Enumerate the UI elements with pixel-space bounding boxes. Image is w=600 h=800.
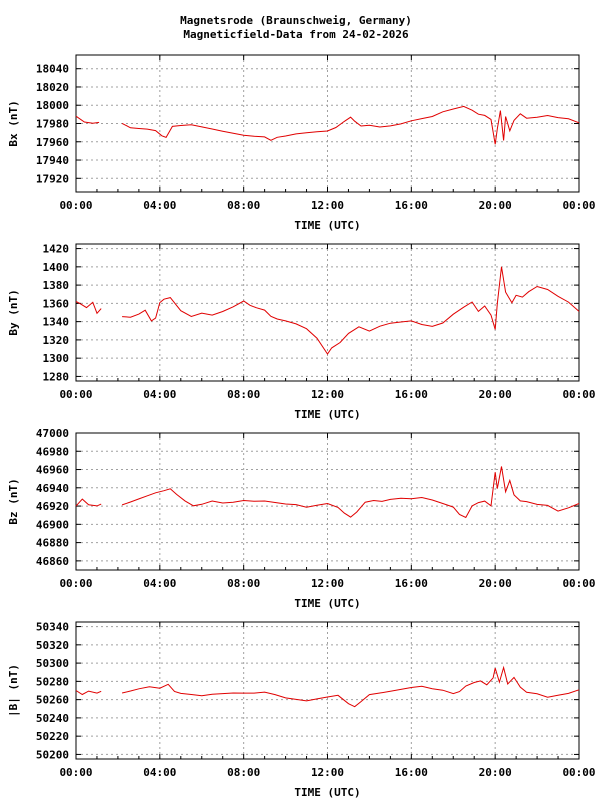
y-axis-label: Bx (nT) — [7, 100, 20, 146]
x-tick-label: 00:00 — [562, 577, 595, 590]
panel-3: 46860 46880 46900 46920 46940 46960 46980 47000… — [7, 427, 596, 610]
y-tick-label: 46920 — [36, 500, 69, 513]
panel-4: 50200 50220 50240 50260 50280 50300 50320 50340… — [7, 621, 596, 799]
x-tick-label: 00:00 — [59, 577, 92, 590]
data-line — [121, 466, 580, 519]
y-tick-label: 46940 — [36, 482, 69, 495]
y-tick-label: 50220 — [36, 730, 69, 743]
data-line — [122, 266, 580, 355]
y-tick-label: 46900 — [36, 518, 69, 531]
x-tick-label: 00:00 — [562, 766, 595, 779]
x-tick-label: 00:00 — [59, 766, 92, 779]
x-tick-label: 12:00 — [311, 577, 344, 590]
y-tick-label: 46860 — [36, 555, 69, 568]
x-tick-label: 12:00 — [311, 388, 344, 401]
y-tick-label: 1380 — [43, 279, 70, 292]
chart-title: Magnetsrode (Braunschweig, Germany) — [180, 14, 412, 27]
y-axis-label: |B| (nT) — [7, 664, 20, 717]
x-tick-label: 20:00 — [479, 388, 512, 401]
y-tick-label: 50300 — [36, 657, 69, 670]
data-line — [75, 115, 100, 124]
y-tick-label: 47000 — [36, 427, 69, 440]
x-tick-label: 04:00 — [143, 766, 176, 779]
y-tick-label: 50200 — [36, 748, 69, 761]
x-tick-label: 00:00 — [562, 388, 595, 401]
x-tick-label: 12:00 — [311, 199, 344, 212]
y-tick-label: 1280 — [43, 370, 70, 383]
x-tick-label: 08:00 — [227, 577, 260, 590]
x-tick-label: 16:00 — [395, 766, 428, 779]
y-tick-label: 1300 — [43, 352, 70, 365]
x-tick-label: 20:00 — [479, 766, 512, 779]
panel-1: 17920 17940 17960 17980 18000 18020 18040 00:00… — [7, 54, 596, 232]
y-tick-label: 17980 — [36, 118, 69, 131]
y-tick-label: 46960 — [36, 464, 69, 477]
y-tick-label: 17960 — [36, 136, 69, 149]
y-tick-label: 18040 — [36, 63, 69, 76]
x-axis-label: TIME (UTC) — [294, 219, 360, 232]
x-tick-label: 16:00 — [395, 388, 428, 401]
data-line — [75, 301, 102, 315]
y-tick-label: 17920 — [36, 172, 69, 185]
data-line — [121, 665, 580, 708]
y-tick-label: 18000 — [36, 99, 69, 112]
x-axis-label: TIME (UTC) — [294, 597, 360, 610]
plot-frame — [75, 243, 580, 382]
x-tick-label: 04:00 — [143, 577, 176, 590]
x-tick-label: 04:00 — [143, 199, 176, 212]
y-tick-label: 1340 — [43, 316, 70, 329]
data-line — [121, 105, 580, 145]
data-line — [75, 498, 102, 507]
x-tick-label: 00:00 — [59, 388, 92, 401]
panel-2: 1280 1300 1320 1340 1360 1380 1400 1420 00:00 04:… — [7, 243, 596, 421]
x-tick-label: 00:00 — [59, 199, 92, 212]
x-axis-label: TIME (UTC) — [294, 408, 360, 421]
y-axis-label: Bz (nT) — [7, 478, 20, 524]
x-axis-label: TIME (UTC) — [294, 786, 360, 799]
x-tick-label: 16:00 — [395, 577, 428, 590]
panels-group: 17920 17940 17960 17980 18000 18020 18040 00:00… — [7, 54, 596, 799]
chart-subtitle: Magneticfield-Data from 24-02-2026 — [183, 28, 409, 41]
x-tick-label: 20:00 — [479, 577, 512, 590]
y-tick-label: 50340 — [36, 621, 69, 634]
y-tick-label: 50280 — [36, 675, 69, 688]
y-tick-label: 1360 — [43, 297, 70, 310]
x-tick-label: 20:00 — [479, 199, 512, 212]
x-tick-label: 12:00 — [311, 766, 344, 779]
y-tick-label: 50240 — [36, 712, 69, 725]
y-tick-label: 46880 — [36, 537, 69, 550]
y-axis-label: By (nT) — [7, 289, 20, 335]
y-tick-label: 50320 — [36, 639, 69, 652]
x-tick-label: 08:00 — [227, 199, 260, 212]
data-line — [75, 690, 102, 696]
y-tick-label: 18020 — [36, 81, 69, 94]
x-tick-label: 08:00 — [227, 766, 260, 779]
x-tick-label: 08:00 — [227, 388, 260, 401]
y-tick-label: 1420 — [43, 243, 70, 256]
y-tick-label: 1400 — [43, 261, 70, 274]
y-tick-label: 50260 — [36, 694, 69, 707]
x-tick-label: 16:00 — [395, 199, 428, 212]
x-tick-label: 00:00 — [562, 199, 595, 212]
x-tick-label: 04:00 — [143, 388, 176, 401]
y-tick-label: 17940 — [36, 154, 69, 167]
y-tick-label: 1320 — [43, 334, 70, 347]
plot-frame — [75, 432, 580, 571]
y-tick-label: 46980 — [36, 445, 69, 458]
plot-frame — [75, 54, 580, 193]
